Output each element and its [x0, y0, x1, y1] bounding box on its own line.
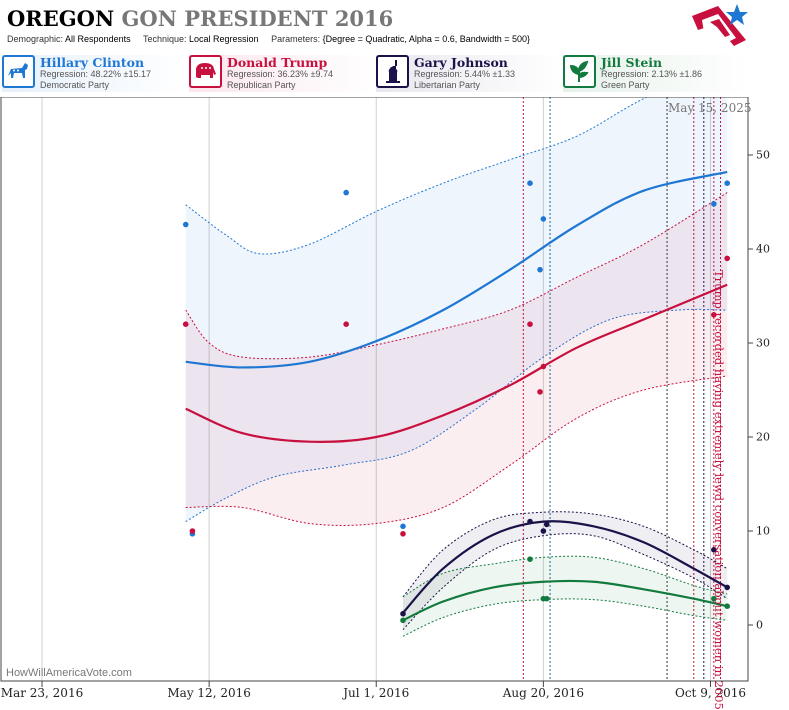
- hillary-clinton-regression-line: [185, 170, 728, 369]
- hillary-clinton-poll-point: [724, 180, 731, 186]
- regression-chart: [0, 97, 753, 687]
- donald-trump-poll-point: [540, 363, 547, 370]
- donald-trump-poll-point: [189, 528, 196, 534]
- parameters-line: Demographic: All Respondents Technique: …: [7, 34, 531, 44]
- gary-johnson-poll-point: [527, 518, 533, 525]
- candidate-party: Republican Party: [227, 80, 296, 90]
- x-tick-label: May 12, 2016: [167, 686, 251, 700]
- hillary-clinton-poll-point: [540, 216, 547, 222]
- candidate-party: Democratic Party: [40, 80, 110, 90]
- hillary-clinton-poll-point: [343, 189, 349, 196]
- donald-trump-lower-bound: [185, 375, 728, 526]
- candidate-regression: Regression: 2.13% ±1.86: [601, 69, 702, 79]
- y-tick-label: 40: [756, 242, 770, 256]
- y-tick-label: 30: [756, 336, 770, 350]
- hillary-clinton-poll-point: [182, 221, 189, 228]
- candidate-name: Donald Trump: [227, 55, 328, 70]
- x-tick-label: Mar 23, 2016: [0, 686, 84, 700]
- legend-clinton: Hillary Clinton Regression: 48.22% ±15.1…: [2, 55, 188, 92]
- plot-frame: [0, 97, 749, 682]
- y-tick-label: 0: [756, 618, 763, 632]
- hillary-clinton-poll-point: [537, 266, 543, 273]
- gary-johnson-lower-bound: [402, 533, 728, 631]
- elephant-icon: [189, 55, 222, 88]
- event-annotation: Trump recorded having extremely lewd con…: [712, 270, 732, 710]
- candidate-name: Hillary Clinton: [40, 55, 145, 70]
- jill-stein-poll-point: [527, 556, 533, 562]
- donald-trump-poll-point: [400, 531, 406, 537]
- legend-stein: Jill Stein Regression: 2.13% ±1.86 Green…: [563, 55, 749, 92]
- donald-trump-poll-point: [527, 321, 533, 327]
- gary-johnson-poll-point: [724, 584, 731, 591]
- x-tick-label: Oct 9, 2016: [675, 686, 746, 700]
- flag-logo-icon: [688, 2, 750, 50]
- donald-trump-poll-point: [537, 389, 543, 395]
- candidate-regression: Regression: 36.23% ±9.74: [227, 69, 334, 79]
- jill-stein-lower-bound: [402, 598, 728, 637]
- jill-stein-poll-point: [724, 603, 731, 609]
- jill-stein-poll-point: [711, 595, 717, 602]
- y-tick-label: 50: [756, 148, 770, 162]
- donkey-icon: [2, 55, 35, 88]
- chart-header: OREGON GON PRESIDENT 2016 Demographic: A…: [0, 0, 789, 100]
- hillary-clinton-lower-bound: [185, 308, 728, 523]
- gary-johnson-regression-line: [402, 520, 728, 614]
- gary-johnson-poll-point: [711, 547, 717, 553]
- gary-johnson-poll-point: [540, 528, 547, 534]
- donald-trump-poll-point: [711, 312, 717, 318]
- gary-johnson-poll-point: [400, 610, 406, 617]
- x-tick-label: Jul 1, 2016: [343, 686, 410, 700]
- hillary-clinton-poll-point: [527, 180, 533, 186]
- leaf-icon: [563, 55, 596, 88]
- event-lines: [522, 97, 722, 681]
- donald-trump-poll-point: [724, 255, 731, 262]
- hillary-clinton-upper-bound: [185, 97, 649, 255]
- jill-stein-upper-bound: [402, 555, 728, 598]
- gary-johnson-upper-bound: [402, 511, 728, 598]
- gary-johnson-poll-point: [543, 521, 550, 528]
- candidate-name: Gary Johnson: [414, 55, 508, 70]
- legend-johnson: Gary Johnson Regression: 5.44% ±1.33 Lib…: [376, 55, 562, 92]
- jill-stein-regression-line: [402, 579, 728, 622]
- donald-trump-poll-point: [343, 321, 349, 327]
- grid: [41, 97, 753, 687]
- legend-trump: Donald Trump Regression: 36.23% ±9.74 Re…: [189, 55, 375, 92]
- x-tick-label: Aug 20, 2016: [502, 686, 585, 700]
- page-title: OREGON GON PRESIDENT 2016: [7, 6, 394, 31]
- hillary-clinton-poll-point: [711, 201, 717, 207]
- annotation-text: Trump recorded having extremely lewd con…: [712, 270, 726, 710]
- candidate-party: Green Party: [601, 80, 650, 90]
- liberty-icon: [376, 55, 409, 88]
- gary-johnson-band: [402, 511, 728, 630]
- candidate-name: Jill Stein: [601, 55, 663, 70]
- hillary-clinton-band: [185, 97, 728, 522]
- donald-trump-poll-point: [182, 321, 189, 327]
- candidate-regression: Regression: 5.44% ±1.33: [414, 69, 515, 79]
- hillary-clinton-poll-point: [400, 523, 406, 530]
- y-tick-label: 20: [756, 430, 770, 444]
- regression-lines: [185, 170, 728, 622]
- donald-trump-regression-line: [185, 283, 728, 443]
- candidate-regression: Regression: 48.22% ±15.17: [40, 69, 152, 79]
- candidate-party: Libertarian Party: [414, 80, 481, 90]
- date-stamp: May 15, 2025: [668, 101, 752, 115]
- jill-stein-poll-point: [400, 617, 406, 624]
- y-tick-label: 10: [756, 524, 770, 538]
- jill-stein-band: [402, 556, 728, 637]
- poll-points: [182, 180, 731, 624]
- site-credit: HowWillAmericaVote.com: [6, 667, 132, 679]
- jill-stein-poll-point: [543, 595, 550, 602]
